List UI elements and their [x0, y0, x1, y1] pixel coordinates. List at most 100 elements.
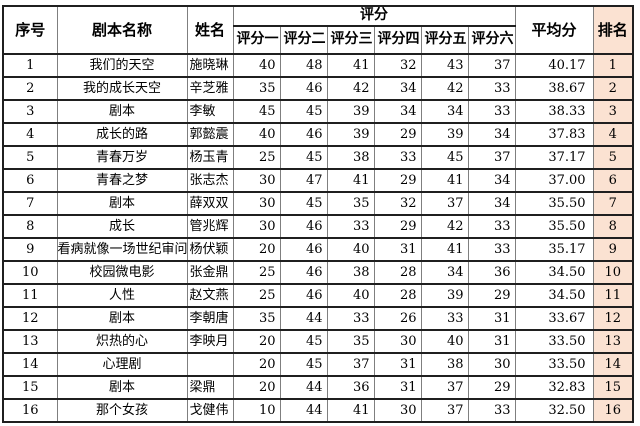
cell-score-4: 32 — [373, 53, 422, 78]
cell-name: 郭懿震 — [186, 122, 234, 147]
table-row: 13 炽热的心 李映月 20 45 35 30 40 31 33.50 13 — [2, 329, 634, 354]
cell-score-3: 40 — [326, 237, 375, 262]
cell-score-2: 46 — [279, 76, 328, 101]
cell-score-2: 46 — [279, 260, 328, 285]
cell-score-5: 42 — [420, 214, 469, 239]
cell-name: 管兆辉 — [186, 214, 234, 239]
cell-score-4: 29 — [373, 168, 422, 193]
table-row: 1 我们的天空 施晓琳 40 48 41 32 43 37 40.17 1 — [2, 53, 634, 78]
cell-average: 38.67 — [514, 76, 594, 101]
cell-average: 37.17 — [514, 145, 594, 170]
cell-score-1: 20 — [232, 375, 281, 400]
cell-average: 35.17 — [514, 237, 594, 262]
cell-score-1: 30 — [232, 214, 281, 239]
cell-score-6: 29 — [467, 283, 516, 308]
cell-score-3: 35 — [326, 191, 375, 216]
table-row: 15 剧本 梁鼎 20 44 36 31 37 29 32.83 15 — [2, 375, 634, 400]
table-header: 序号 剧本名称 姓名 评分 平均分 排名 评分一 评分二 评分三 评分四 评分五… — [2, 5, 634, 55]
cell-score-2: 48 — [279, 53, 328, 78]
cell-rank: 11 — [592, 283, 634, 308]
cell-title: 青春万岁 — [56, 145, 188, 170]
cell-score-4: 28 — [373, 260, 422, 285]
cell-name: 赵文燕 — [186, 283, 234, 308]
cell-name: 李敏 — [186, 99, 234, 124]
cell-title: 成长的路 — [56, 122, 188, 147]
cell-score-3: 36 — [326, 375, 375, 400]
cell-score-3: 38 — [326, 260, 375, 285]
cell-rank: 10 — [592, 260, 634, 285]
cell-no: 16 — [2, 398, 58, 423]
header-row-scores: 评分一 评分二 评分三 评分四 评分五 评分六 — [3, 25, 633, 55]
cell-rank: 6 — [592, 168, 634, 193]
cell-score-1: 35 — [232, 306, 281, 331]
cell-score-1: 20 — [232, 329, 281, 354]
cell-score-3: 41 — [326, 53, 375, 78]
cell-title: 那个女孩 — [56, 398, 188, 423]
cell-rank: 2 — [592, 76, 634, 101]
cell-score-4: 34 — [373, 76, 422, 101]
cell-average: 35.50 — [514, 191, 594, 216]
cell-score-2: 46 — [279, 283, 328, 308]
cell-score-1: 25 — [232, 260, 281, 285]
cell-score-6: 33 — [467, 214, 516, 239]
cell-title: 我的成长天空 — [56, 76, 188, 101]
cell-score-2: 45 — [279, 145, 328, 170]
cell-average: 37.00 — [514, 168, 594, 193]
cell-rank: 12 — [592, 306, 634, 331]
table-row: 7 剧本 薛双双 30 45 35 32 37 34 35.50 7 — [2, 191, 634, 216]
cell-score-4: 34 — [373, 99, 422, 124]
table-body: 1 我们的天空 施晓琳 40 48 41 32 43 37 40.17 1 2 我的成长天空 辛芝雅 35 4… — [2, 53, 634, 423]
cell-score-6: 31 — [467, 329, 516, 354]
cell-score-3: 33 — [326, 214, 375, 239]
cell-title: 剧本 — [56, 191, 188, 216]
cell-score-1: 35 — [232, 76, 281, 101]
cell-no: 15 — [2, 375, 58, 400]
cell-score-3: 37 — [326, 352, 375, 377]
cell-title: 炽热的心 — [56, 329, 188, 354]
cell-title: 看病就像一场世纪审问 — [56, 237, 188, 262]
cell-score-6: 34 — [467, 191, 516, 216]
cell-no: 7 — [2, 191, 58, 216]
cell-score-5: 33 — [420, 306, 469, 331]
cell-rank: 15 — [592, 375, 634, 400]
cell-score-6: 29 — [467, 375, 516, 400]
cell-no: 8 — [2, 214, 58, 239]
cell-score-5: 34 — [420, 260, 469, 285]
cell-score-5: 40 — [420, 329, 469, 354]
cell-name: 梁鼎 — [186, 375, 234, 400]
cell-score-4: 30 — [373, 329, 422, 354]
cell-score-5: 37 — [420, 398, 469, 423]
cell-score-1: 20 — [232, 237, 281, 262]
cell-rank: 5 — [592, 145, 634, 170]
cell-score-5: 45 — [420, 145, 469, 170]
table-row: 14 心理剧 20 45 37 31 38 30 33.50 14 — [2, 352, 634, 377]
cell-score-4: 30 — [373, 398, 422, 423]
cell-no: 4 — [2, 122, 58, 147]
cell-score-2: 45 — [279, 329, 328, 354]
header-no: 序号 — [2, 5, 58, 55]
cell-name: 施晓琳 — [186, 53, 234, 78]
cell-rank: 7 — [592, 191, 634, 216]
table-row: 3 剧本 李敏 45 45 39 34 34 33 38.33 3 — [2, 99, 634, 124]
cell-average: 37.83 — [514, 122, 594, 147]
header-row-group: 序号 剧本名称 姓名 评分 平均分 排名 — [2, 5, 634, 55]
cell-score-3: 40 — [326, 283, 375, 308]
cell-score-5: 41 — [420, 168, 469, 193]
cell-name: 李朝唐 — [186, 306, 234, 331]
cell-title: 校园微电影 — [56, 260, 188, 285]
cell-rank: 3 — [592, 99, 634, 124]
cell-score-2: 44 — [279, 398, 328, 423]
cell-score-1: 40 — [232, 53, 281, 78]
cell-no: 10 — [2, 260, 58, 285]
cell-no: 14 — [2, 352, 58, 377]
table-row: 11 人性 赵文燕 25 46 40 28 39 29 34.50 11 — [2, 283, 634, 308]
table-row: 10 校园微电影 张金鼎 25 46 38 28 34 36 34.50 10 — [2, 260, 634, 285]
cell-average: 33.50 — [514, 329, 594, 354]
cell-score-6: 34 — [467, 168, 516, 193]
cell-score-5: 38 — [420, 352, 469, 377]
header-score-5: 评分五 — [420, 25, 469, 55]
cell-name: 戈健伟 — [186, 398, 234, 423]
cell-score-1: 25 — [232, 283, 281, 308]
cell-score-5: 37 — [420, 191, 469, 216]
cell-no: 11 — [2, 283, 58, 308]
